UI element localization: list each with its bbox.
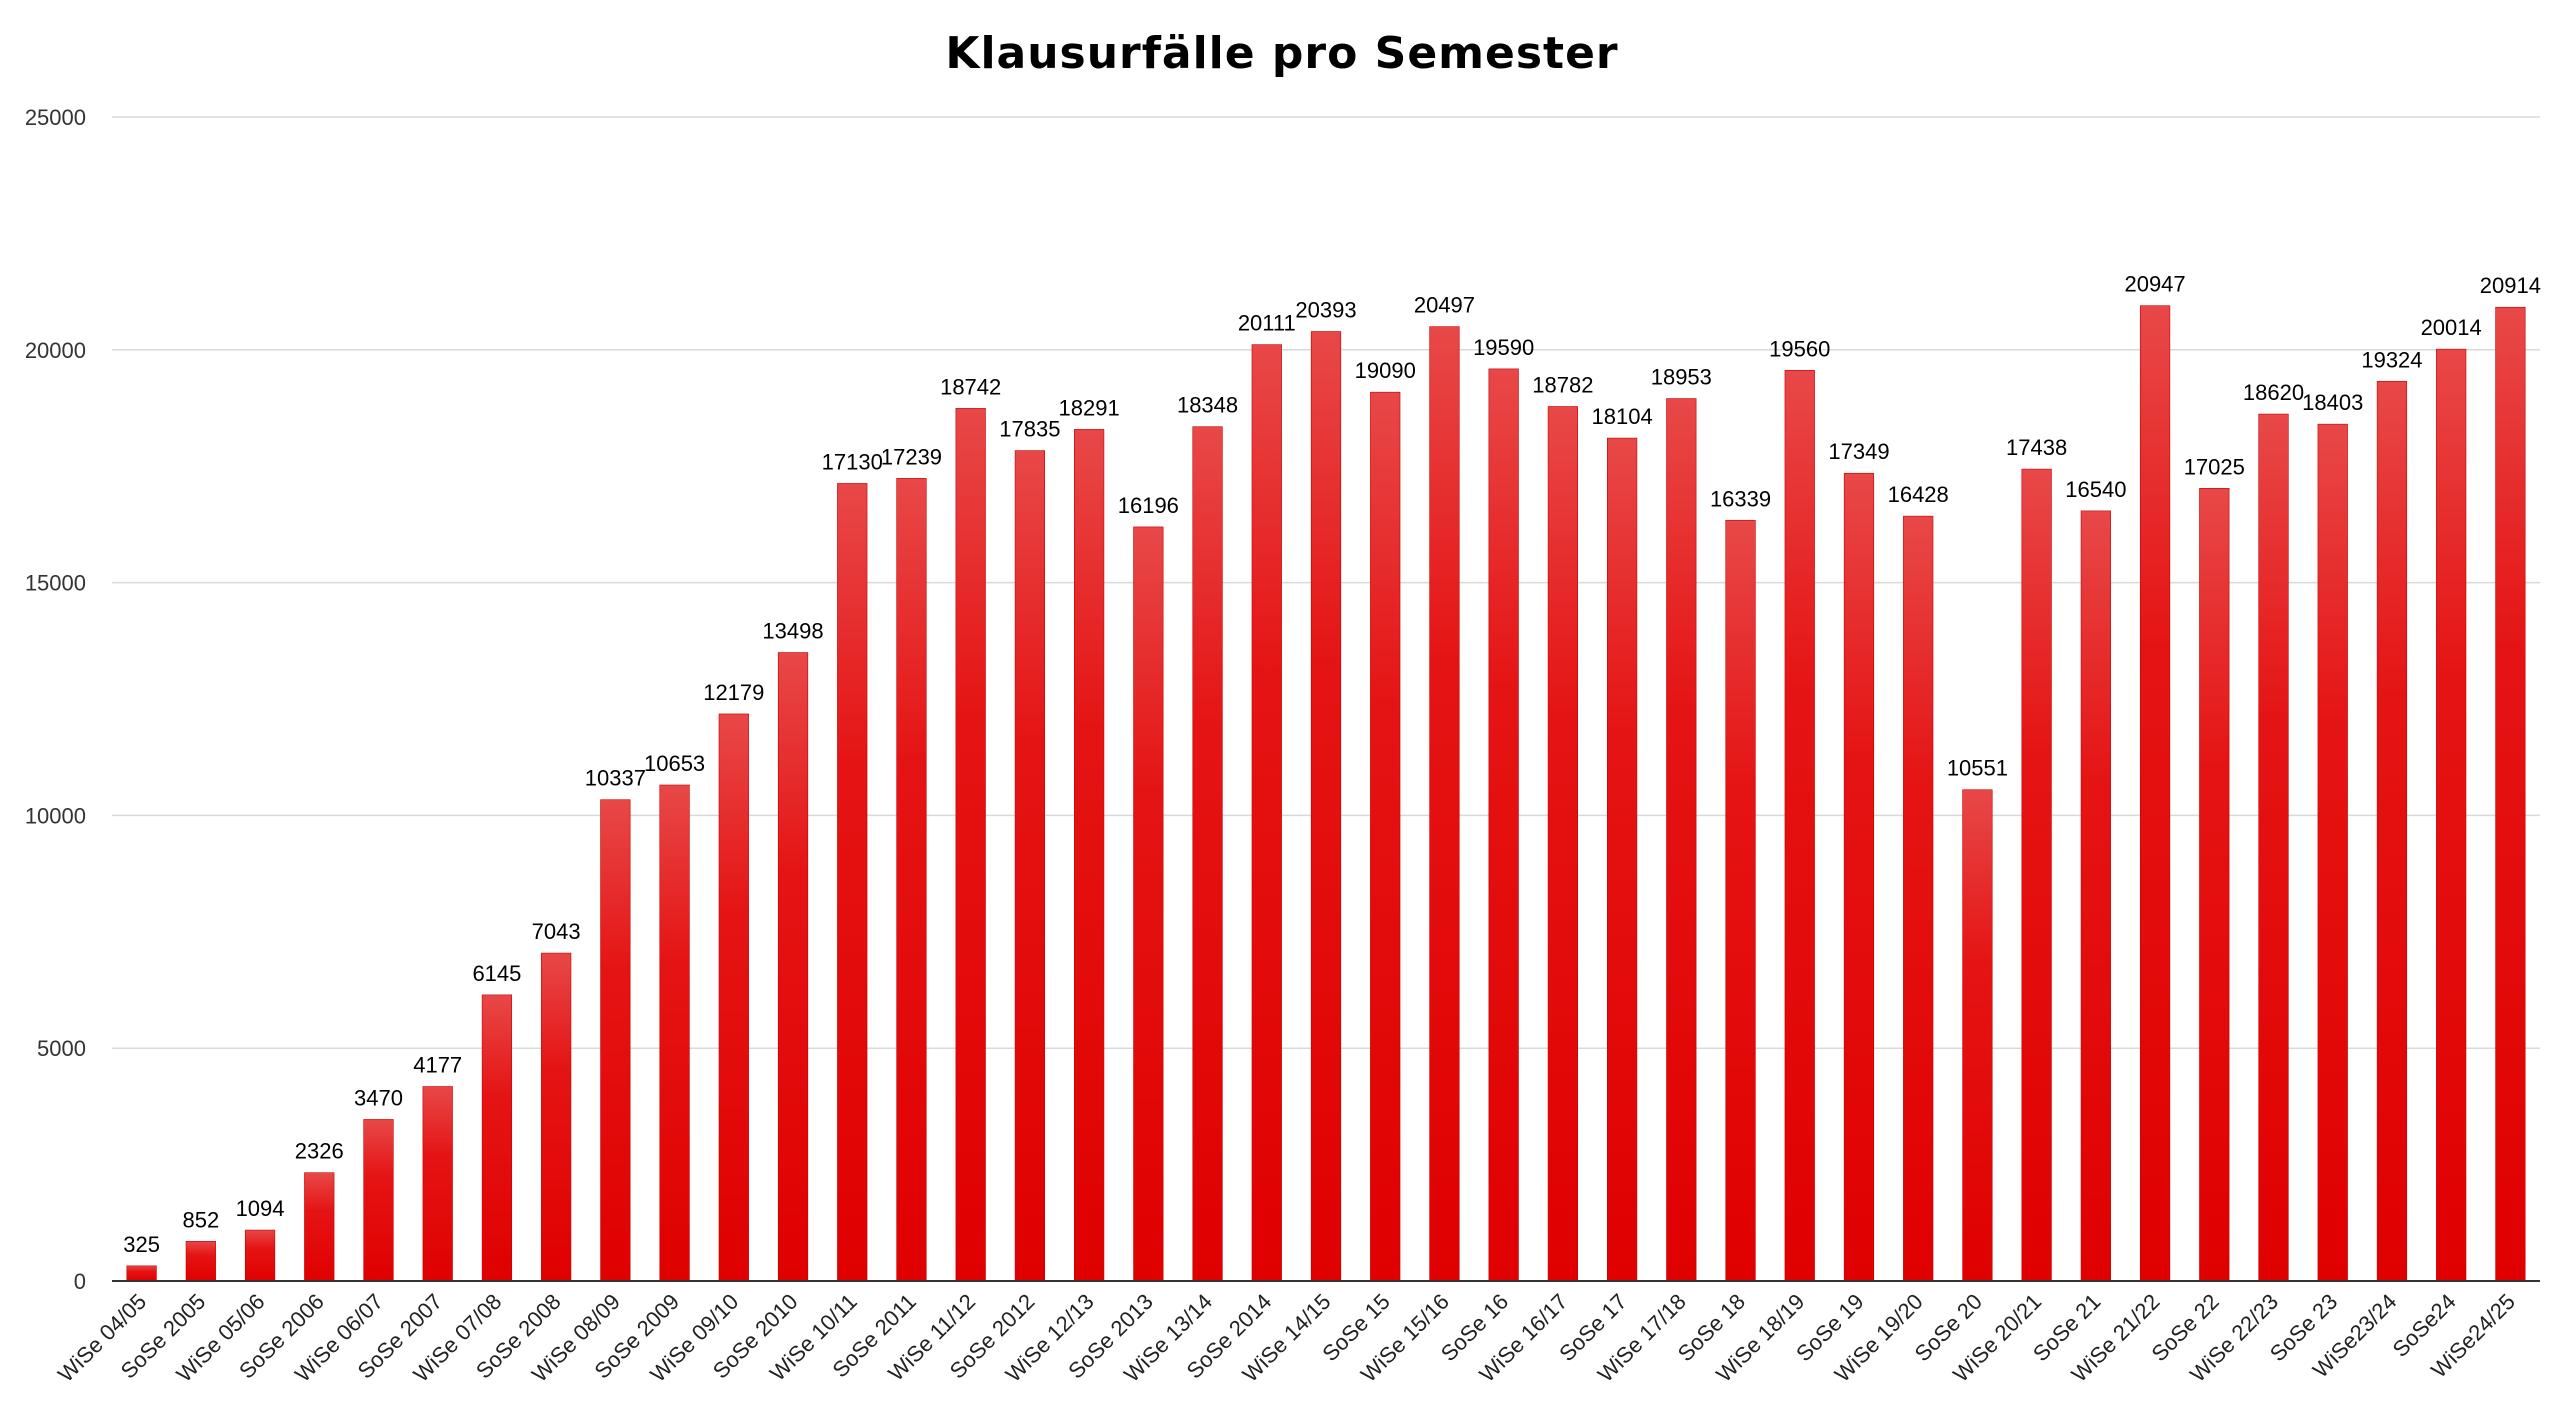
bar [126, 1265, 157, 1282]
data-label: 13498 [762, 619, 823, 644]
data-label: 18953 [1651, 365, 1712, 390]
data-label: 18104 [1592, 404, 1653, 429]
bar [1488, 368, 1519, 1282]
bar [1310, 331, 1342, 1282]
data-label: 20497 [1414, 293, 1475, 318]
data-label: 10337 [585, 766, 646, 791]
bar [837, 483, 868, 1282]
data-labels: 325 852 1094 2326 3470 4177 6145 7043 1033710653… [123, 272, 2541, 1257]
bar [1429, 326, 1460, 1282]
data-label: 17239 [881, 444, 942, 469]
data-label: 17025 [2184, 454, 2245, 479]
bar [2199, 488, 2230, 1282]
bar [541, 952, 572, 1282]
bar [1725, 519, 1756, 1282]
data-label: 16540 [2065, 477, 2126, 502]
bar [1903, 515, 1934, 1282]
bar [2495, 306, 2526, 1282]
y-tick-label: 15000 [25, 571, 86, 596]
bar [1666, 398, 1697, 1282]
data-label: 18291 [1059, 395, 1120, 420]
data-label: 7043 [532, 919, 581, 944]
y-tick-label: 25000 [25, 105, 86, 130]
bar [2021, 468, 2052, 1282]
data-label: 16428 [1888, 482, 1949, 507]
data-label: 6145 [472, 961, 521, 986]
data-label: 17438 [2006, 435, 2067, 460]
bar [2080, 510, 2111, 1282]
data-label: 4177 [413, 1053, 462, 1078]
data-label: 1094 [236, 1196, 285, 1221]
data-label: 10551 [1947, 756, 2008, 781]
bars [126, 305, 2526, 1282]
data-label: 19560 [1769, 336, 1830, 361]
bar [244, 1229, 276, 1282]
data-label: 20014 [2421, 315, 2482, 340]
bar [718, 713, 749, 1282]
data-label: 12179 [703, 680, 764, 705]
y-tick-label: 20000 [25, 338, 86, 363]
data-label: 3470 [354, 1085, 403, 1110]
bar [422, 1086, 453, 1282]
bar [1014, 450, 1046, 1282]
bar [777, 652, 809, 1282]
data-label: 10653 [644, 751, 705, 776]
data-label: 20393 [1295, 298, 1356, 323]
data-label: 18348 [1177, 393, 1238, 418]
data-label: 17835 [999, 417, 1060, 442]
data-label: 18403 [2302, 390, 2363, 415]
bar [1133, 526, 1164, 1282]
bar [1962, 789, 1993, 1282]
bar [1370, 391, 1401, 1282]
bar [363, 1119, 394, 1282]
bar [1192, 426, 1223, 1282]
bar [955, 408, 986, 1282]
y-tick-label: 5000 [37, 1036, 86, 1061]
bar [2436, 348, 2467, 1282]
data-label: 16196 [1118, 493, 1179, 518]
bar [600, 799, 631, 1282]
bar [1547, 406, 1578, 1282]
data-label: 19590 [1473, 335, 1534, 360]
data-label: 19324 [2361, 347, 2422, 372]
bar [2139, 305, 2171, 1282]
data-label: 18742 [940, 374, 1001, 399]
bar [1843, 472, 1875, 1282]
data-label: 20914 [2480, 273, 2541, 298]
data-label: 20111 [1238, 311, 1296, 336]
y-tick-label: 0 [74, 1269, 86, 1294]
data-label: 2326 [295, 1139, 344, 1164]
data-label: 17130 [822, 449, 883, 474]
data-label: 20947 [2124, 272, 2185, 297]
bar [1606, 437, 1638, 1282]
data-label: 19090 [1355, 358, 1416, 383]
bar [896, 478, 927, 1282]
bar [1784, 369, 1815, 1282]
bar [2317, 423, 2348, 1282]
y-tick-label: 10000 [25, 803, 86, 828]
bar [2258, 413, 2289, 1282]
y-axis: 0 5000 10000 15000 20000 25000 [25, 105, 86, 1294]
bar [481, 994, 513, 1282]
data-label: 18620 [2243, 380, 2304, 405]
bar [659, 784, 690, 1282]
bar [2376, 380, 2408, 1282]
bar [185, 1241, 216, 1282]
bar [1251, 344, 1282, 1282]
data-label: 16339 [1710, 486, 1771, 511]
bar [304, 1172, 335, 1282]
data-label: 17349 [1828, 439, 1889, 464]
chart-title: Klausurfälle pro Semester [945, 28, 1618, 79]
data-label: 18782 [1532, 373, 1593, 398]
data-label: 852 [182, 1207, 219, 1232]
data-label: 325 [123, 1232, 160, 1257]
bar [1074, 429, 1105, 1282]
